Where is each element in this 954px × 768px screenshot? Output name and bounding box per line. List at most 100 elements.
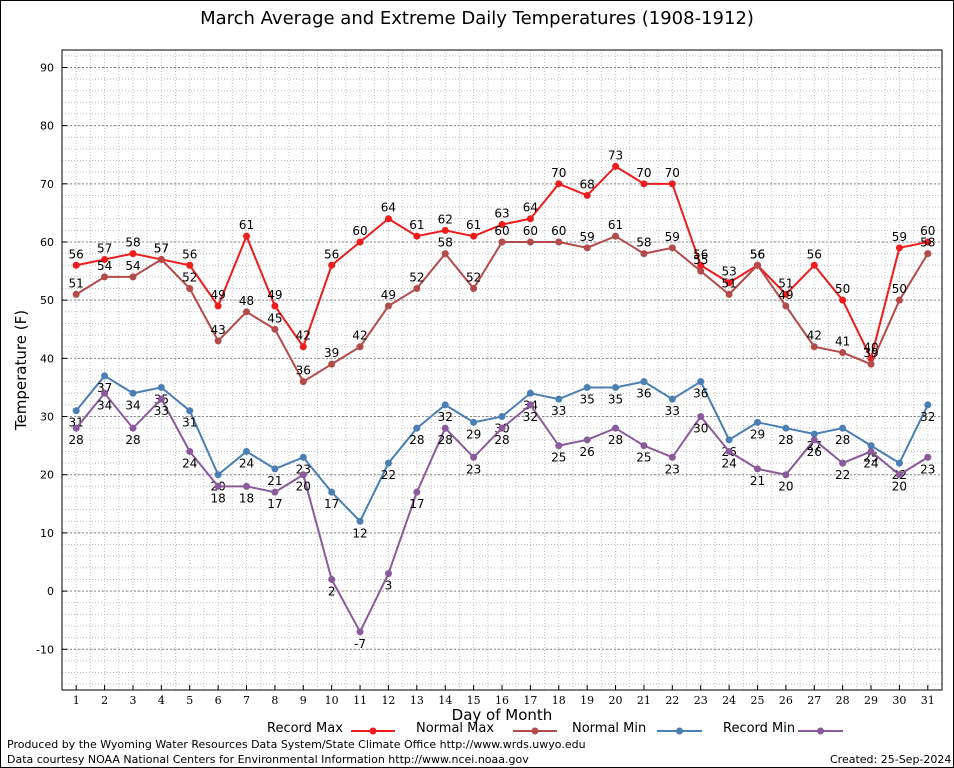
data-point-record-max: [243, 232, 251, 240]
data-label-record-min: 28: [494, 433, 509, 447]
data-label-normal-min: 32: [920, 410, 935, 424]
x-tick-label: 14: [438, 694, 452, 707]
data-point-normal-min: [782, 424, 790, 432]
x-tick-label: 22: [665, 694, 679, 707]
data-label-record-min: 26: [580, 445, 595, 459]
x-tick-label: 24: [722, 694, 736, 707]
y-tick-label: 70: [40, 178, 54, 191]
y-axis-label: Temperature (F): [12, 310, 30, 431]
data-label-record-min: 22: [835, 468, 850, 482]
data-label-record-max: 56: [69, 247, 84, 261]
data-point-normal-max: [214, 337, 222, 345]
data-point-record-max: [725, 279, 733, 287]
data-point-record-min: [612, 424, 620, 432]
data-label-record-min: 20: [296, 480, 311, 494]
data-point-record-min: [753, 465, 761, 473]
data-point-record-min: [470, 453, 478, 461]
data-point-normal-max: [526, 238, 534, 246]
data-label-normal-max: 60: [494, 224, 509, 238]
data-label-normal-max: 52: [409, 271, 424, 285]
data-point-record-min: [526, 401, 534, 409]
data-label-normal-max: 48: [239, 294, 254, 308]
data-point-normal-min: [725, 436, 733, 444]
data-point-record-max: [583, 191, 591, 199]
x-tick-label: 23: [694, 694, 708, 707]
data-point-normal-min: [356, 517, 364, 525]
data-point-normal-min: [668, 395, 676, 403]
data-point-record-min: [924, 453, 932, 461]
data-label-record-max: 64: [381, 201, 396, 215]
data-label-record-min: 33: [154, 404, 169, 418]
data-label-record-min: 28: [608, 433, 623, 447]
data-label-normal-min: 36: [636, 387, 651, 401]
data-point-record-min: [782, 471, 790, 479]
data-label-record-min: 34: [97, 398, 112, 412]
data-label-record-max: 56: [324, 247, 339, 261]
data-label-normal-max: 59: [580, 230, 595, 244]
data-point-record-max: [498, 221, 506, 229]
data-point-record-min: [725, 447, 733, 455]
data-label-record-min: 2: [328, 584, 336, 598]
data-label-record-max: 64: [523, 201, 538, 215]
data-label-record-min: 30: [693, 422, 708, 436]
data-label-record-max: 70: [665, 166, 680, 180]
legend-marker-record-min: [817, 727, 824, 735]
data-label-record-min: 24: [721, 456, 736, 470]
data-point-record-min: [299, 471, 307, 479]
data-point-normal-min: [299, 453, 307, 461]
data-label-record-min: 28: [125, 433, 140, 447]
data-label-normal-max: 55: [693, 253, 708, 267]
data-point-record-min: [186, 447, 194, 455]
data-point-normal-min: [72, 407, 80, 415]
data-label-normal-max: 45: [267, 311, 282, 325]
y-tick-label: 20: [40, 469, 54, 482]
data-point-record-max: [328, 261, 336, 269]
footer-data-courtesy: Data courtesy NOAA National Centers for …: [7, 753, 529, 766]
data-point-normal-max: [157, 255, 165, 263]
y-tick-label: -10: [36, 643, 54, 656]
legend-item-normal-max: Normal Max: [416, 721, 494, 736]
data-label-normal-max: 52: [466, 271, 481, 285]
x-tick-label: 3: [129, 694, 136, 707]
data-label-record-min: 25: [551, 451, 566, 465]
y-tick-label: 40: [40, 352, 54, 365]
legend-item-record-max: Record Max: [267, 721, 343, 736]
data-label-normal-max: 58: [636, 236, 651, 250]
data-point-normal-min: [271, 465, 279, 473]
x-tick-label: 10: [325, 694, 339, 707]
y-tick-label: 90: [40, 61, 54, 74]
x-tick-label: 13: [410, 694, 424, 707]
data-label-normal-max: 61: [608, 218, 623, 232]
series-normal-min: 3137343531202421231712222832293034333535…: [69, 372, 935, 540]
data-point-record-max: [299, 343, 307, 351]
legend-item-record-min: Record Min: [723, 721, 795, 736]
data-label-record-min: 21: [750, 474, 765, 488]
data-point-record-min: [413, 488, 421, 496]
y-tick-label: 30: [40, 411, 54, 424]
data-point-record-min: [555, 442, 563, 450]
data-point-record-max: [384, 215, 392, 223]
data-label-record-max: 60: [352, 224, 367, 238]
data-label-normal-min: 33: [665, 404, 680, 418]
x-tick-label: 18: [552, 694, 566, 707]
data-point-record-max: [356, 238, 364, 246]
data-point-record-max: [810, 261, 818, 269]
x-tick-label: 7: [243, 694, 250, 707]
data-point-record-max: [413, 232, 421, 240]
data-point-normal-max: [555, 238, 563, 246]
legend-label: Record Max: [267, 721, 343, 736]
data-label-normal-min: 23: [296, 462, 311, 476]
data-label-normal-max: 49: [778, 288, 793, 302]
x-tick-label: 16: [495, 694, 509, 707]
data-point-normal-max: [470, 285, 478, 293]
data-label-normal-min: 28: [409, 433, 424, 447]
data-label-record-min: 18: [210, 491, 225, 505]
data-point-normal-min: [413, 424, 421, 432]
data-point-normal-max: [328, 360, 336, 368]
data-label-normal-min: 33: [551, 404, 566, 418]
data-label-normal-max: 36: [296, 364, 311, 378]
data-label-record-max: 73: [608, 148, 623, 162]
x-tick-label: 9: [300, 694, 307, 707]
legend-marker-normal-min: [676, 727, 683, 735]
data-point-record-min: [441, 424, 449, 432]
